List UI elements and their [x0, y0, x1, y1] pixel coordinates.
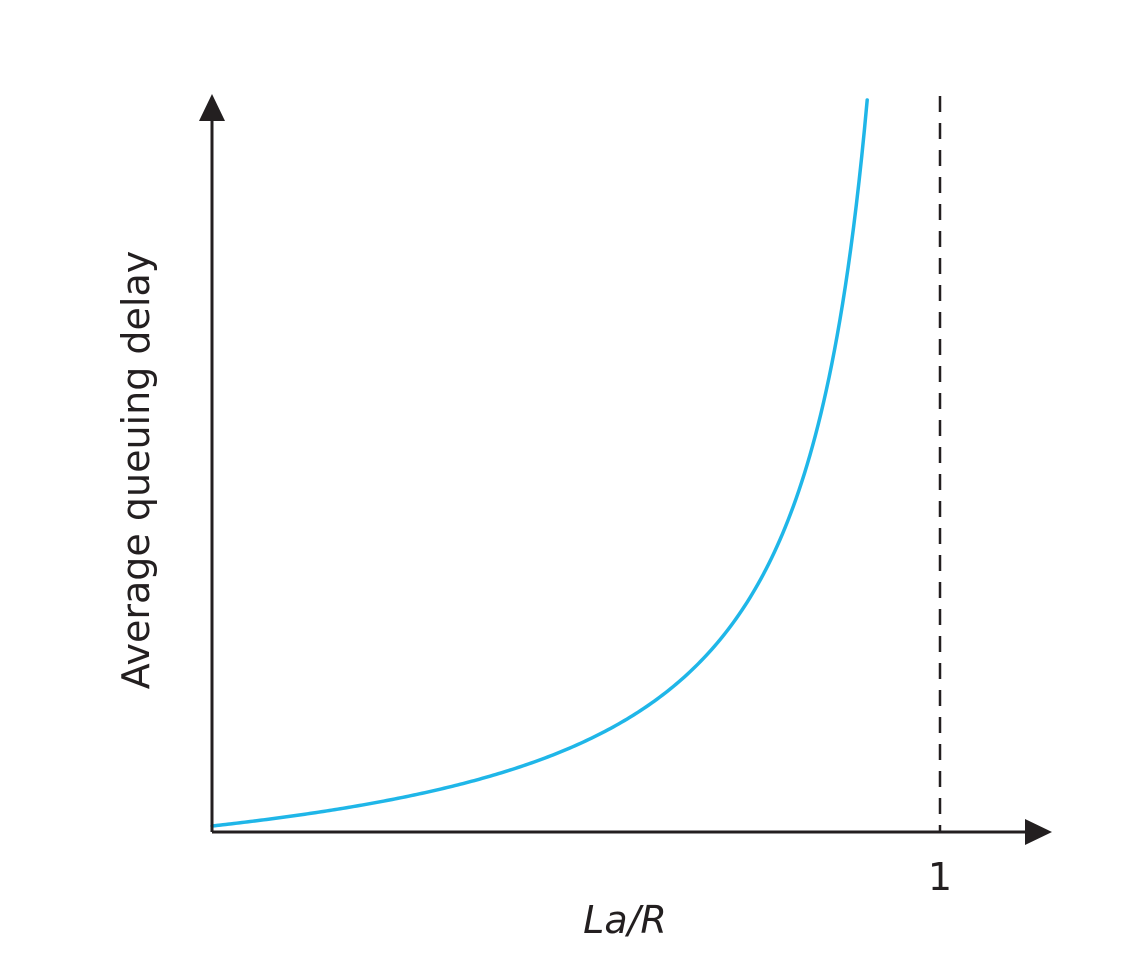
delay-curve-line — [210, 98, 869, 828]
x-tick-labels: 1 — [928, 855, 952, 899]
x-tick-label: 1 — [928, 855, 952, 899]
y-axis-label: Average queuing delay — [114, 251, 158, 689]
x-axis-arrow-icon — [1025, 819, 1052, 845]
plot-area — [210, 98, 869, 828]
y-axis-arrow-icon — [199, 94, 225, 121]
x-axis-label: La/R — [583, 898, 667, 942]
